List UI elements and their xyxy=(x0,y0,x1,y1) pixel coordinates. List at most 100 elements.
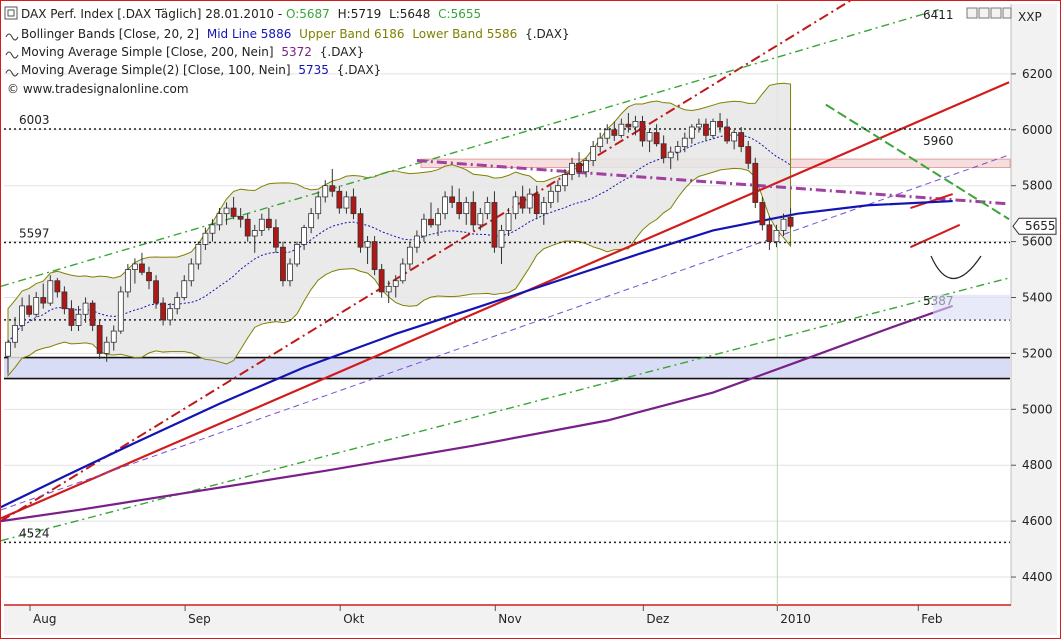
maximize-button[interactable] xyxy=(990,7,1002,19)
candle xyxy=(787,208,794,229)
quote-low: L:5648 xyxy=(389,7,430,21)
candle xyxy=(378,263,385,298)
candle xyxy=(131,258,138,284)
candle-body xyxy=(378,269,385,293)
candle xyxy=(625,113,632,133)
candle xyxy=(12,317,18,348)
candle-body xyxy=(308,213,315,229)
horizontal-levels: 6003 5597 4524 xyxy=(4,113,1010,544)
restore-button[interactable] xyxy=(978,7,990,19)
support-zone xyxy=(4,357,1010,379)
candle xyxy=(442,191,449,220)
candle xyxy=(26,294,33,318)
candle-body xyxy=(167,308,174,321)
candle-body xyxy=(519,196,526,209)
candle-body xyxy=(385,285,392,293)
candle-body xyxy=(660,143,667,159)
y-tick-label: 5800 xyxy=(1022,179,1053,193)
svg-text:Moving Average Simple [Close,: Moving Average Simple [Close, 200, Nein]… xyxy=(21,45,364,59)
candle-body xyxy=(315,196,322,215)
y-tick-label: 4600 xyxy=(1022,514,1053,528)
candle-body xyxy=(216,213,223,226)
candle-body xyxy=(477,213,484,226)
candle-body xyxy=(117,291,124,332)
candle xyxy=(223,202,230,225)
candle xyxy=(491,191,498,253)
candle xyxy=(392,275,399,298)
arc-annotation xyxy=(930,255,982,280)
candle-body xyxy=(710,121,716,136)
candle xyxy=(5,339,11,373)
candle-body xyxy=(449,196,456,203)
candle xyxy=(181,275,188,301)
candle-body xyxy=(435,213,441,226)
candle xyxy=(540,196,547,225)
candle xyxy=(174,291,181,315)
candle xyxy=(19,297,26,332)
candle-body xyxy=(280,246,286,282)
candle xyxy=(773,224,780,248)
candle-body xyxy=(674,146,681,153)
candle xyxy=(68,300,75,332)
candle-body xyxy=(244,218,251,237)
candle xyxy=(230,196,237,220)
candle-body xyxy=(343,196,350,209)
candle xyxy=(385,280,392,304)
close-button[interactable] xyxy=(1002,7,1012,19)
svg-text:Bollinger Bands [Close, 20, 2]: Bollinger Bands [Close, 20, 2] Mid Line … xyxy=(21,27,570,41)
candle-body xyxy=(703,123,709,136)
candle-body xyxy=(562,174,568,187)
candle-body xyxy=(442,196,449,215)
candle xyxy=(780,213,787,237)
candle xyxy=(195,241,202,270)
candle xyxy=(583,157,589,178)
quote-high: H:5719 xyxy=(338,7,382,21)
candle-body xyxy=(146,271,152,282)
candle xyxy=(449,185,456,209)
candle-body xyxy=(533,193,540,215)
candle xyxy=(569,157,575,181)
candle-body xyxy=(272,227,279,248)
candle-body xyxy=(428,218,434,226)
candle xyxy=(167,303,174,326)
candle xyxy=(597,132,604,153)
candle xyxy=(674,140,681,161)
candle xyxy=(287,258,293,287)
candle xyxy=(421,213,427,242)
chart-window-icon[interactable] xyxy=(4,6,18,20)
candle-body xyxy=(576,162,582,173)
indicator-icon xyxy=(5,51,19,59)
candle-body xyxy=(181,280,188,298)
uptrend-line xyxy=(0,81,1010,520)
candle xyxy=(153,275,159,309)
candle xyxy=(766,216,773,250)
candle xyxy=(555,180,561,203)
bollinger-mid-line xyxy=(7,134,791,343)
candle xyxy=(470,191,477,231)
minimize-button[interactable] xyxy=(966,7,978,19)
legend: DAX Perf. Index [.DAX Täglich] 28.01.201… xyxy=(4,6,570,96)
candle xyxy=(688,124,695,144)
candle xyxy=(89,300,96,332)
candle xyxy=(329,168,336,197)
candle-body xyxy=(139,263,145,273)
candle-body xyxy=(470,202,477,226)
candle xyxy=(280,241,286,287)
candle xyxy=(696,118,702,133)
candle-body xyxy=(54,280,61,293)
neckline xyxy=(416,159,1010,206)
level-label: 5597 xyxy=(19,226,50,240)
indicator-icon xyxy=(5,69,19,77)
candle-body xyxy=(555,185,561,192)
candle xyxy=(533,185,540,220)
candle-body xyxy=(265,218,272,229)
symbol-label: XXP xyxy=(1018,10,1042,24)
candle xyxy=(160,297,167,326)
candle xyxy=(759,196,766,231)
candle-body xyxy=(491,202,498,248)
y-tick-label: 5600 xyxy=(1022,235,1053,249)
upper-channel-line xyxy=(0,8,939,288)
candle-body xyxy=(498,230,505,248)
candle-body xyxy=(96,325,103,354)
